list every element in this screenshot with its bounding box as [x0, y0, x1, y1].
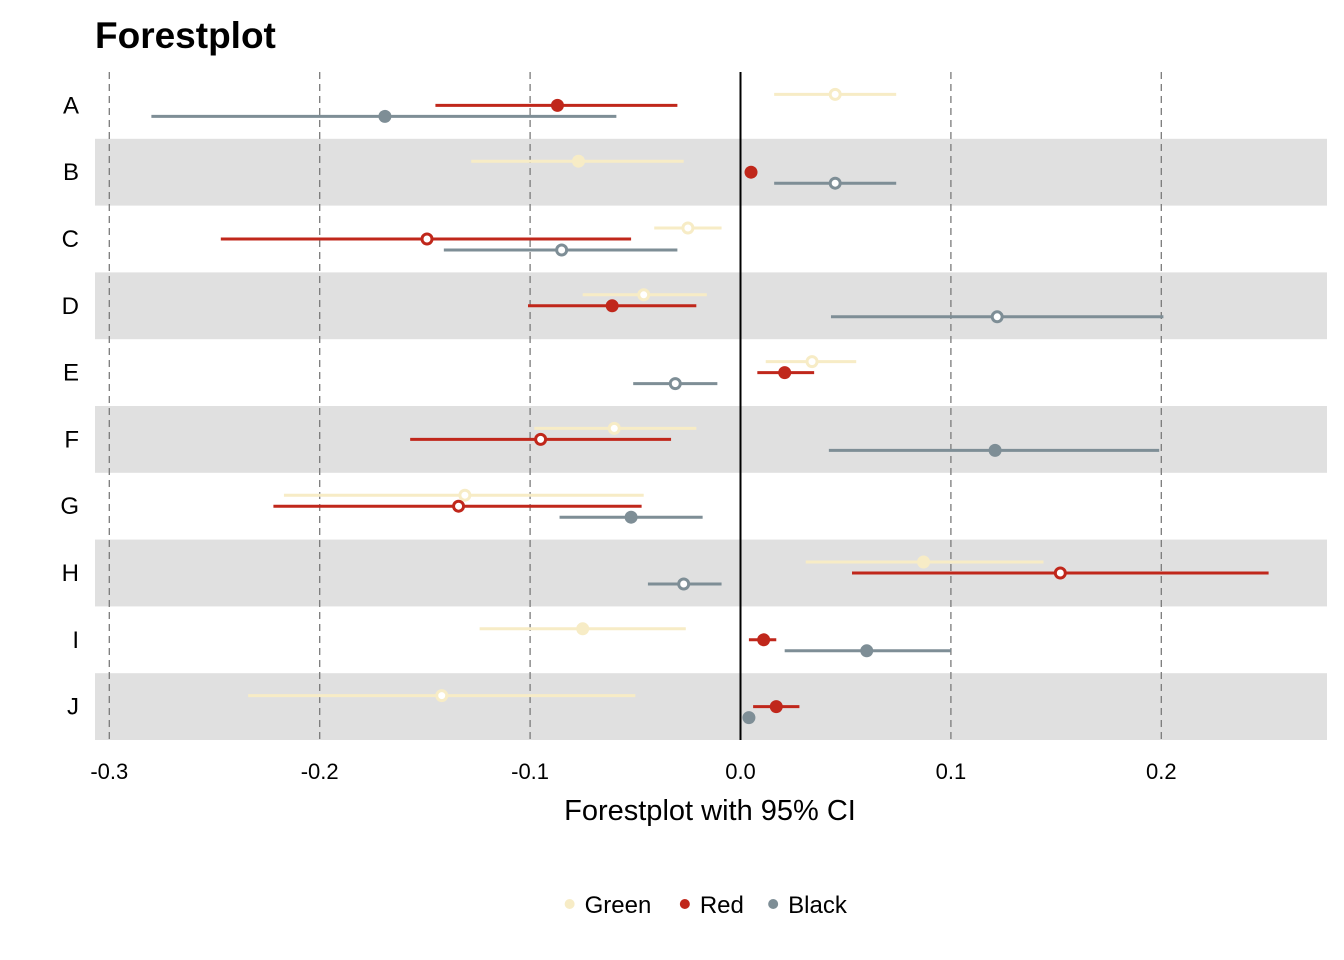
legend-key-black — [768, 899, 779, 909]
point-green-a — [828, 87, 842, 101]
category-label-b: B — [63, 159, 79, 186]
series-green — [248, 87, 1044, 703]
legend: Green Red Black — [564, 892, 848, 919]
x-tick-label-0-2: 0.2 — [1146, 759, 1177, 784]
point-red-b — [744, 165, 758, 179]
point-red-a — [550, 98, 564, 112]
x-tick-label--0-1: -0.1 — [511, 759, 549, 784]
point-red-e — [778, 366, 792, 380]
series-black — [151, 109, 1164, 725]
point-red-d — [605, 299, 619, 313]
series-red — [220, 98, 1269, 714]
legend-key-green — [564, 899, 575, 909]
legend-label-red: Red — [700, 892, 744, 919]
point-black-b — [828, 176, 842, 190]
category-labels: A B C D E F G H I J — [60, 92, 79, 720]
point-red-h — [1053, 566, 1067, 580]
point-green-e — [805, 355, 819, 369]
legend-key-red — [679, 899, 690, 909]
x-tick-label--0-3: -0.3 — [90, 759, 128, 784]
x-tick-label--0-2: -0.2 — [301, 759, 339, 784]
x-tick-label-0-1: 0.1 — [936, 759, 967, 784]
point-black-h — [677, 577, 691, 591]
point-black-g — [624, 510, 638, 524]
point-green-g — [458, 488, 472, 502]
category-label-d: D — [62, 293, 79, 320]
legend-label-green: Green — [585, 892, 652, 919]
point-black-j — [742, 711, 756, 725]
row-band-f — [95, 406, 1327, 473]
point-red-i — [757, 633, 771, 647]
point-green-c — [681, 221, 695, 235]
category-label-i: I — [72, 627, 79, 654]
series-layer — [151, 87, 1269, 725]
category-label-h: H — [62, 560, 79, 587]
point-red-f — [534, 432, 548, 446]
category-label-j: J — [67, 694, 79, 721]
chart-title: Forestplot — [95, 15, 276, 56]
point-black-c — [555, 243, 569, 257]
point-green-h — [917, 555, 931, 569]
point-black-a — [378, 109, 392, 123]
category-label-c: C — [62, 226, 79, 253]
point-green-i — [576, 622, 590, 636]
point-green-f — [607, 421, 621, 435]
category-label-e: E — [63, 360, 79, 387]
row-band-b — [95, 138, 1327, 206]
point-red-g — [452, 499, 466, 513]
point-green-d — [637, 288, 651, 302]
category-label-g: G — [60, 493, 79, 520]
legend-label-black: Black — [788, 892, 848, 919]
category-label-a: A — [63, 92, 79, 119]
x-axis-label: Forestplot with 95% CI — [564, 795, 856, 827]
point-black-f — [988, 443, 1002, 457]
point-black-d — [990, 310, 1004, 324]
x-axis-ticks: -0.3 -0.2 -0.1 0.0 0.1 0.2 — [90, 759, 1176, 784]
row-bands — [95, 138, 1327, 740]
x-tick-label-0-0: 0.0 — [725, 759, 756, 784]
point-red-j — [769, 700, 783, 714]
point-green-b — [571, 154, 585, 168]
category-label-f: F — [64, 426, 79, 453]
point-black-i — [860, 644, 874, 658]
row-band-d — [95, 272, 1327, 340]
point-red-c — [420, 232, 434, 246]
point-black-e — [668, 377, 682, 391]
row-band-j — [95, 673, 1327, 740]
point-green-j — [435, 689, 449, 703]
